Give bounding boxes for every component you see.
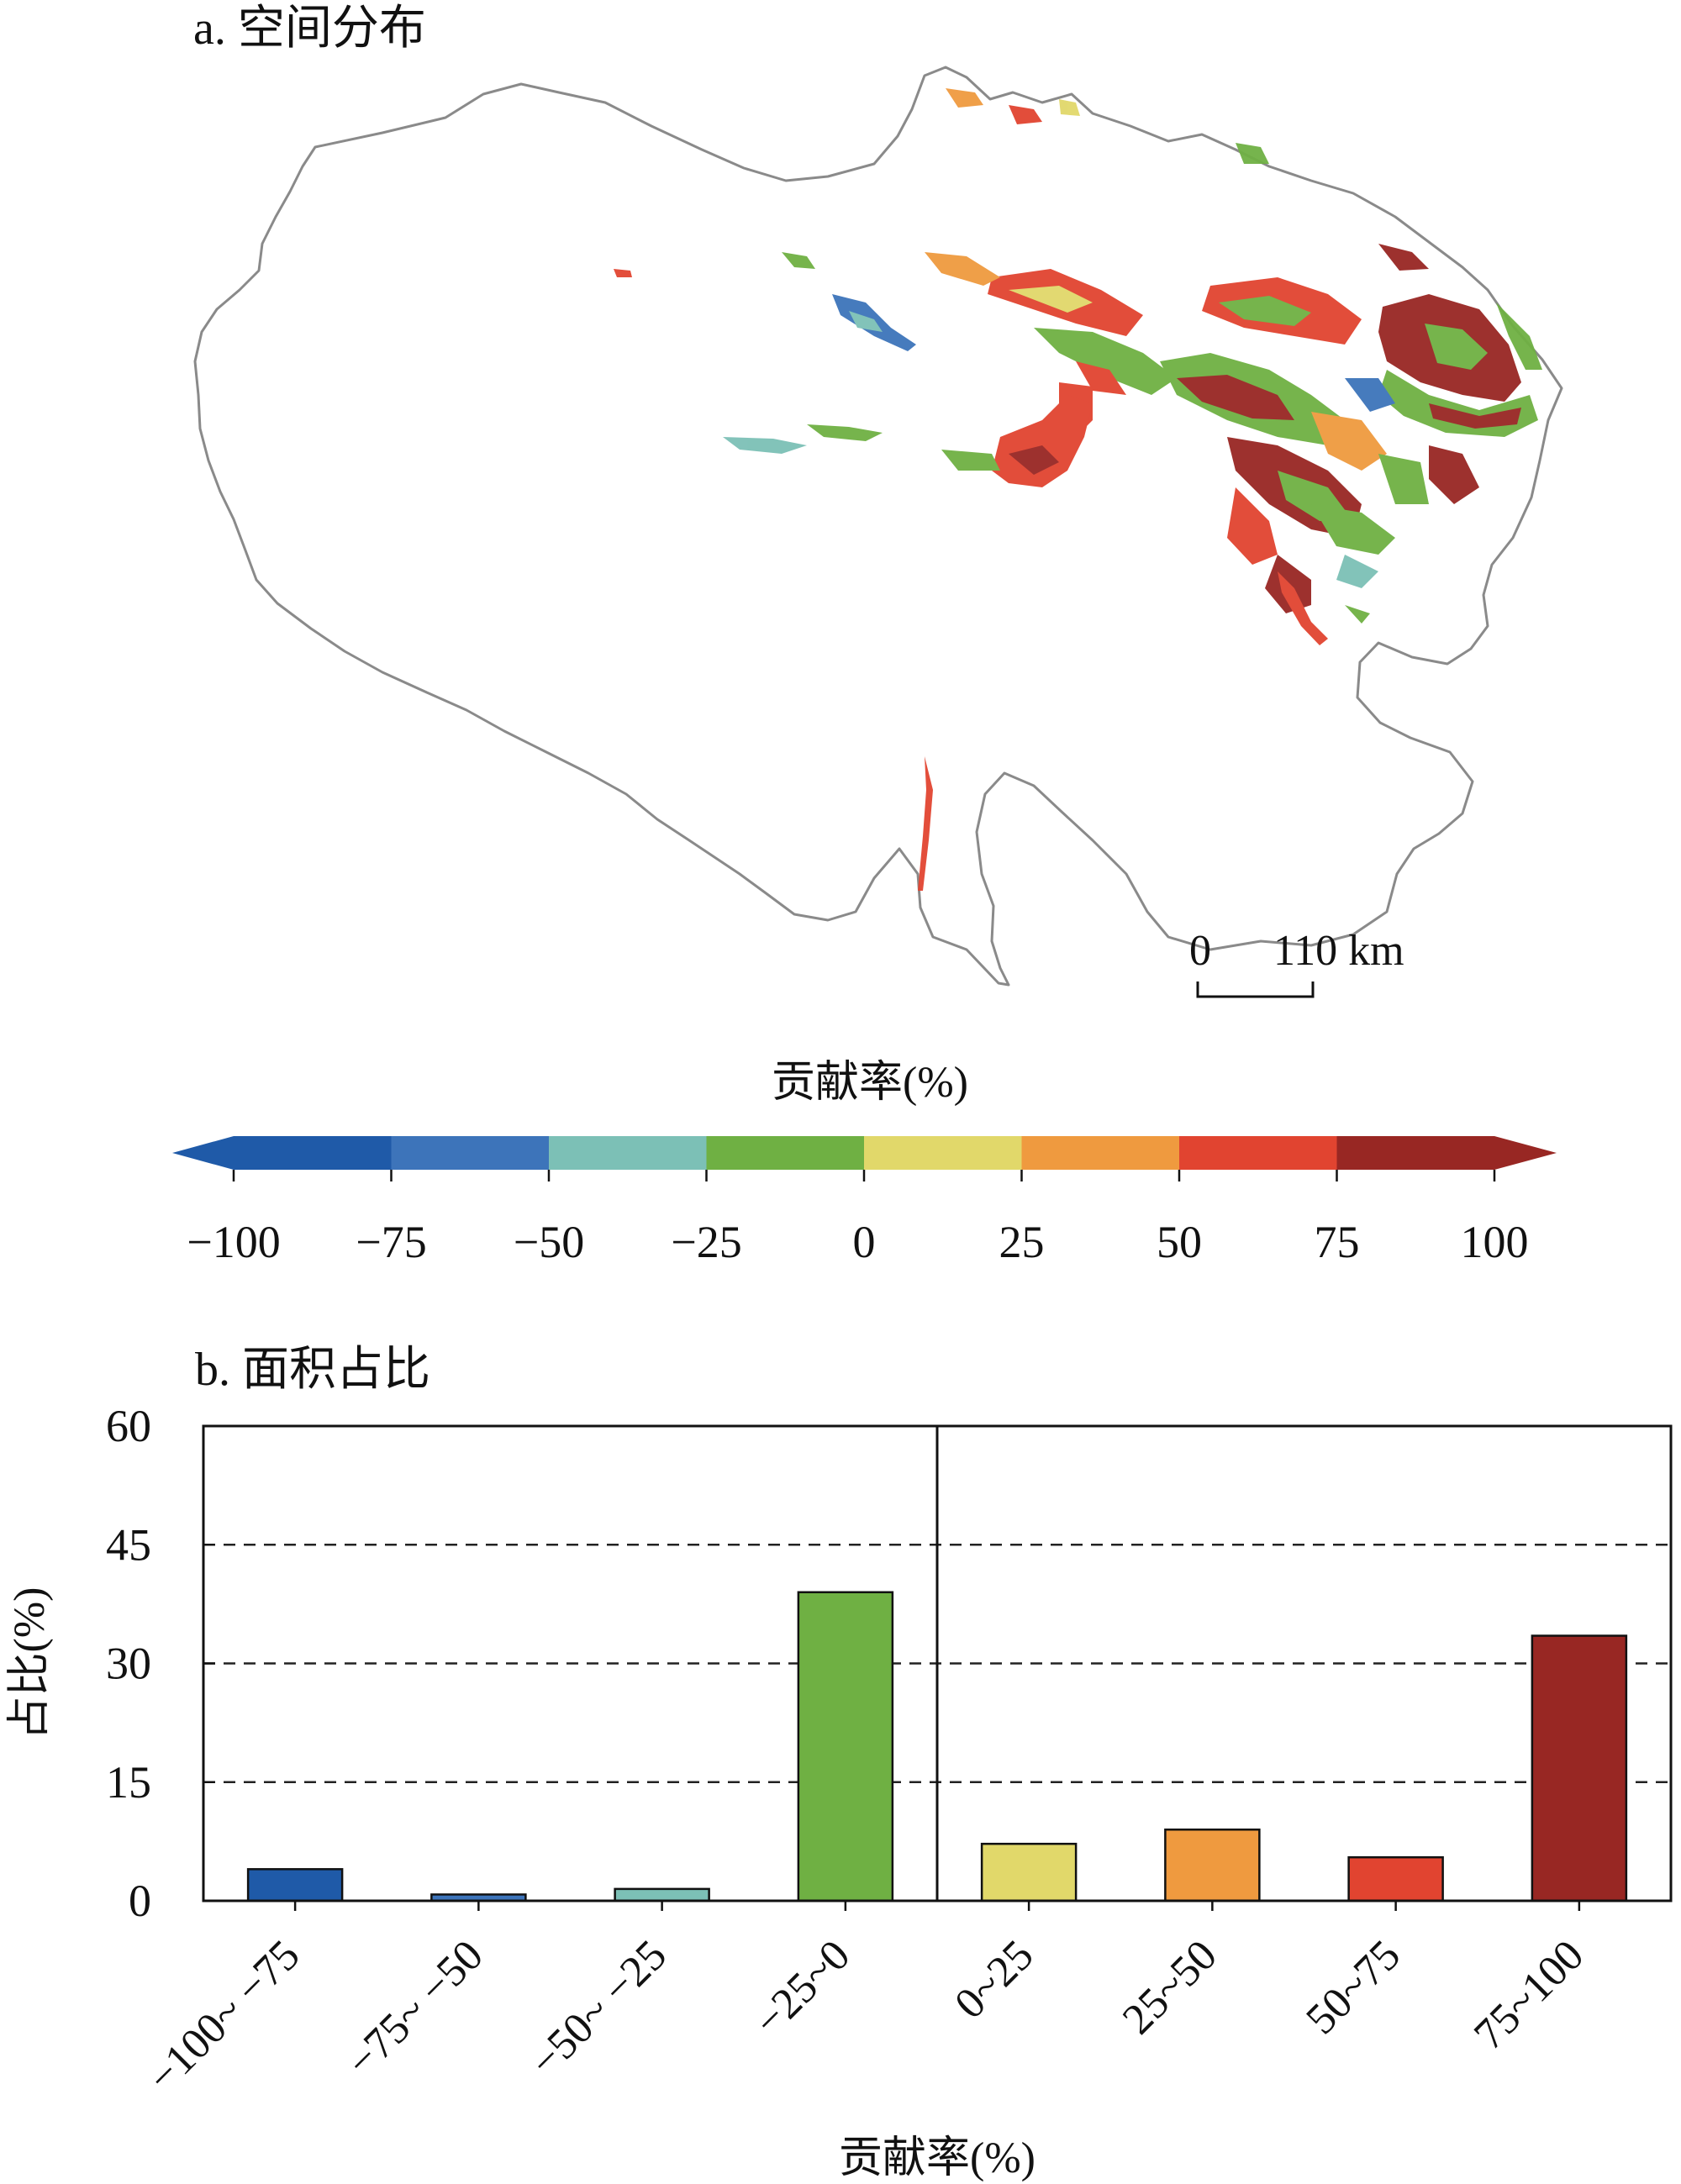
y-tick-label: 45	[106, 1519, 151, 1570]
y-tick-label: 15	[106, 1757, 151, 1808]
x-tick-label: 25~50	[1114, 1931, 1226, 2044]
bar	[797, 1591, 894, 1902]
colorbar-title: 贡献率(%)	[772, 1059, 968, 1107]
scale-bar: 0 110 km	[1189, 927, 1404, 998]
panel-a-title: a. 空间分布	[193, 3, 426, 55]
x-tick-label: 50~75	[1297, 1931, 1410, 2044]
bar	[1531, 1634, 1628, 1902]
chart-bars	[246, 1591, 1628, 1902]
colorbar-tick-label: −50	[514, 1217, 584, 1267]
x-tick-label: 0~25	[946, 1931, 1042, 2028]
colorbar-tick-label: −100	[187, 1217, 280, 1267]
colorbar-segment	[706, 1136, 864, 1170]
x-tick-label: −25~0	[745, 1931, 859, 2045]
colorbar-tick-label: −25	[671, 1217, 741, 1267]
bar	[980, 1842, 1078, 1902]
colorbar-tick-label: −75	[356, 1217, 426, 1267]
x-tick-label: 75~100	[1465, 1931, 1593, 2059]
x-tick-label: −50~ −25	[521, 1931, 676, 2086]
colorbar-tick-label: 100	[1461, 1217, 1529, 1267]
colorbar-tick-label: 25	[999, 1217, 1045, 1267]
bar	[1164, 1829, 1261, 1902]
x-axis-ticks: −100~ −75 −75~ −50 −50~ −25 −25~0 0~25 25~50 5…	[139, 1901, 1593, 2102]
chart-title: b. 面积占比	[195, 1344, 430, 1396]
colorbar-tick-label: 50	[1157, 1217, 1202, 1267]
colorbar-segment	[1021, 1136, 1179, 1170]
x-tick-label: −75~ −50	[337, 1931, 492, 2086]
colorbar-segment	[549, 1136, 707, 1170]
scale-bar-end-label: 110 km	[1273, 927, 1404, 975]
colorbar-ticks: −100 −75 −50 −25 0 25 50 75 100	[187, 1170, 1529, 1267]
colorbar-segment	[1336, 1136, 1557, 1170]
x-tick-label: −100~ −75	[139, 1931, 309, 2102]
colorbar-segment	[1179, 1136, 1337, 1170]
y-tick-label: 60	[106, 1401, 151, 1451]
bar-chart: 0 15 30 45 60 −100~ −75 −75~ −50 −50~ −25 −25~0…	[6, 1401, 1673, 2182]
colorbar-segment	[391, 1136, 549, 1170]
map: 0 110 km	[193, 66, 1563, 998]
bar	[1347, 1855, 1444, 1902]
bar	[614, 1887, 710, 1902]
x-axis-label: 贡献率(%)	[839, 2134, 1035, 2182]
colorbar: 贡献率(%) −100 −75 −50 −25 0 25 50 75 100	[172, 1059, 1557, 1267]
y-axis-label: 占比(%)	[6, 1587, 54, 1740]
colorbar-segment	[172, 1136, 392, 1170]
bar	[246, 1868, 344, 1902]
y-tick-label: 30	[106, 1639, 151, 1689]
colorbar-segments	[172, 1136, 1557, 1170]
y-tick-label: 0	[129, 1876, 151, 1926]
contribution-raster	[614, 88, 1542, 891]
scale-bar-start-label: 0	[1189, 927, 1211, 975]
scale-bar-line	[1196, 981, 1315, 998]
y-axis-ticks: 0 15 30 45 60	[106, 1401, 215, 1926]
colorbar-tick-label: 0	[853, 1217, 876, 1267]
colorbar-tick-label: 75	[1315, 1217, 1360, 1267]
colorbar-segment	[864, 1136, 1022, 1170]
